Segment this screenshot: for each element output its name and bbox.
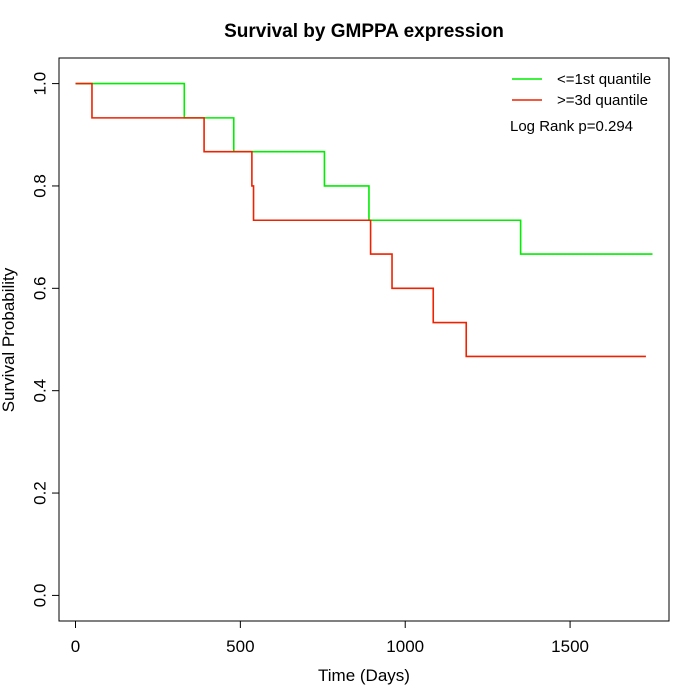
y-axis: 0.0 0.2 0.4 0.6 0.8 1.0 [30,72,60,608]
y-tick-label: 0.0 [30,584,49,608]
x-tick-label: 1500 [551,637,589,656]
legend-label-high: >=3d quantile [557,92,648,109]
y-tick-label: 0.6 [30,276,49,300]
x-tick-label: 500 [226,637,254,656]
y-tick-label: 0.4 [30,379,49,403]
legend-label-low: <=1st quantile [557,71,651,88]
series-line-low [75,82,653,255]
chart-title: Survival by GMPPA expression [224,21,504,42]
legend: <=1st quantile >=3d quantile [512,71,651,109]
x-tick-label: 1000 [386,637,424,656]
series-line-high [75,82,646,358]
plot-frame [58,57,670,622]
y-axis-label: Survival Probability [0,267,18,412]
x-tick-label: 0 [71,637,80,656]
x-axis: 0 500 1000 1500 [71,620,589,656]
x-axis-label: Time (Days) [318,666,410,685]
series-lines [75,82,653,358]
log-rank-annotation: Log Rank p=0.294 [510,118,633,135]
y-tick-label: 0.2 [30,481,49,505]
y-tick-label: 1.0 [30,72,49,96]
y-tick-label: 0.8 [30,174,49,198]
